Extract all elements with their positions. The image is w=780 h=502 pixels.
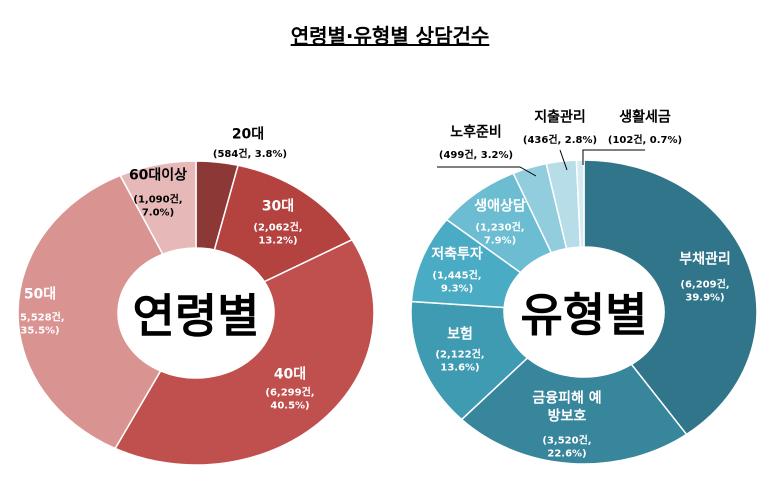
slice-value-label: (1,230건, 7.9%) [475, 222, 525, 247]
leader-line [582, 149, 645, 165]
pie-slice [17, 174, 164, 450]
slice-name: 보험 [447, 326, 473, 343]
slice-name: 생활세금 [619, 109, 671, 126]
slice-value-label: (5,528건, 35.5%) [15, 312, 65, 337]
slice-name: 20대 [231, 126, 265, 143]
slice-value-label: (1,090건, 7.0%) [133, 194, 183, 219]
slice-name: 노후준비 [450, 124, 502, 141]
slice-name: 생애상담 [474, 198, 526, 215]
slice-value-label: (3,520건, 22.6%) [542, 435, 592, 460]
slice-name: 지출관리 [534, 109, 586, 126]
slice-value-label: (1,445건, 9.3%) [432, 270, 482, 295]
slice-name: 저축투자 [431, 246, 483, 263]
slice-value-label: (6,209건, 39.9%) [680, 279, 730, 304]
slice-value-label: (436건, 2.8%) [522, 134, 598, 146]
slice-value-label: (102건, 0.7%) [607, 134, 683, 146]
slice-value-label: (2,122건, 13.6%) [435, 349, 485, 374]
slice-name: 50대 [23, 286, 57, 303]
slice-value-label: (499건, 3.2%) [438, 149, 514, 161]
center-label: 유형별 [520, 288, 648, 342]
pie-slice [119, 160, 197, 256]
pie-slice [213, 164, 354, 283]
slice-name: 금융피해 예방보호 [532, 390, 602, 425]
pie-slice [575, 159, 585, 248]
leader-line [559, 149, 568, 171]
pie-slice [583, 159, 758, 436]
pie-slice [114, 238, 375, 466]
slice-value-label: (2,062건, 13.2%) [253, 222, 303, 247]
slice-name: 30대 [261, 198, 295, 215]
slice-name: 40대 [273, 366, 307, 383]
slice-value-label: (6,299건, 40.5%) [265, 387, 315, 412]
center-label: 연령별 [132, 289, 260, 343]
page-title: 연령별·유형별 상담건수 [290, 24, 490, 48]
slice-name: 60대이상 [128, 167, 188, 184]
pie-slice [460, 356, 688, 465]
slice-value-label: (584건, 3.8%) [212, 148, 288, 160]
leader-line [437, 166, 537, 177]
slice-name: 부채관리 [679, 251, 731, 268]
